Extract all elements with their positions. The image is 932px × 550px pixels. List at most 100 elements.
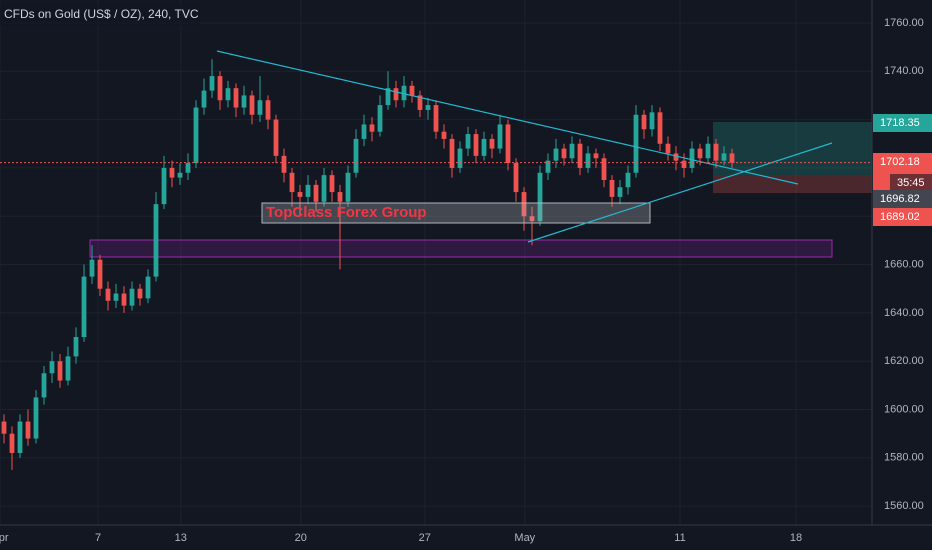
x-tick-label: 18 (790, 532, 802, 544)
x-tick-label: 7 (95, 532, 101, 544)
candle-body (721, 153, 727, 161)
candle-body (729, 153, 735, 163)
price-tag-label: 1702.18 (880, 156, 920, 168)
candle-body (57, 361, 63, 381)
candle-body (601, 158, 607, 180)
candle-body (625, 172, 631, 188)
candle-body (225, 88, 231, 101)
candle-body (81, 276, 87, 338)
chart-title: CFDs on Gold (US$ / OZ), 240, TVC (4, 7, 199, 21)
x-tick-label: 27 (419, 532, 431, 544)
zone-rect (89, 239, 833, 258)
price-tag (873, 208, 932, 226)
candle-body (129, 288, 135, 306)
candle-body (145, 276, 151, 299)
candle-body (569, 143, 575, 159)
candle-body (345, 172, 351, 202)
candle-body (73, 337, 79, 357)
y-tick-label: 1740.00 (884, 65, 924, 77)
countdown-bg (890, 174, 932, 191)
candle-body (529, 216, 535, 222)
candle-body (281, 155, 287, 173)
candle-body (289, 172, 295, 193)
candle-body (561, 148, 567, 159)
x-tick-label: 13 (175, 532, 187, 544)
watermark: TopClass Forex Group (266, 204, 427, 221)
candle-body (489, 138, 495, 149)
candle-body (217, 76, 223, 101)
y-tick-label: 1640.00 (884, 307, 924, 319)
candle-body (441, 131, 447, 139)
price-tag (873, 190, 932, 208)
label-box (261, 202, 651, 224)
candle-body (233, 88, 239, 108)
y-tick-label: 1580.00 (884, 452, 924, 464)
y-tick-label: 1660.00 (884, 258, 924, 270)
x-tick-label: 20 (295, 532, 307, 544)
candle-body (9, 433, 15, 454)
price-tag-label: 1689.02 (880, 211, 920, 223)
x-tick-label: May (514, 532, 535, 544)
candle-body (457, 148, 463, 168)
trendline (527, 142, 833, 243)
candle-body (265, 100, 271, 120)
y-tick-label: 1560.00 (884, 500, 924, 512)
candle-body (577, 143, 583, 168)
candle-body (689, 148, 695, 168)
candle-body (521, 192, 527, 217)
candle-body (705, 143, 711, 159)
candle-body (257, 100, 263, 115)
candle-body (393, 88, 399, 101)
candle-body (633, 114, 639, 173)
candle-body (609, 179, 615, 197)
candle-body (201, 90, 207, 108)
candle-body (409, 85, 415, 96)
candle-body (585, 153, 591, 168)
y-tick-label: 1600.00 (884, 403, 924, 415)
y-tick-label: 1760.00 (884, 17, 924, 29)
candle-body (537, 172, 543, 222)
candle-body (169, 167, 175, 178)
candle-body (657, 112, 663, 144)
candle-body (161, 167, 167, 205)
candle-body (313, 184, 319, 202)
candle-body (401, 85, 407, 101)
candle-body (185, 163, 191, 173)
candle-body (297, 192, 303, 197)
candle-body (97, 259, 103, 289)
candle-body (369, 124, 375, 132)
candle-body (17, 421, 23, 454)
title-bg (0, 4, 200, 26)
candle-body (305, 184, 311, 197)
candle-body (433, 105, 439, 132)
candle-body (1, 421, 7, 434)
candle-body (673, 153, 679, 161)
candle-body (105, 288, 111, 301)
candle-body (89, 259, 95, 277)
candle-body (209, 76, 215, 91)
x-tick-label: Apr (0, 532, 9, 544)
candle-body (465, 134, 471, 149)
candle-body (497, 124, 503, 149)
candle-body (665, 143, 671, 154)
candle-body (649, 112, 655, 130)
candle-body (137, 288, 143, 299)
price-tag-label: 1696.82 (880, 193, 920, 205)
price-axis (872, 0, 932, 550)
candle-body (417, 95, 423, 110)
candle-body (353, 138, 359, 173)
candle-body (121, 293, 127, 306)
candle-body (553, 148, 559, 161)
x-tick-label: 11 (674, 532, 685, 544)
candle-body (505, 124, 511, 164)
candle-body (361, 124, 367, 139)
candle-body (273, 119, 279, 156)
candle-body (449, 138, 455, 168)
candle-body (697, 148, 703, 159)
candle-body (49, 361, 55, 374)
candle-body (385, 88, 391, 106)
candle-body (681, 160, 687, 168)
candle-body (617, 187, 623, 197)
